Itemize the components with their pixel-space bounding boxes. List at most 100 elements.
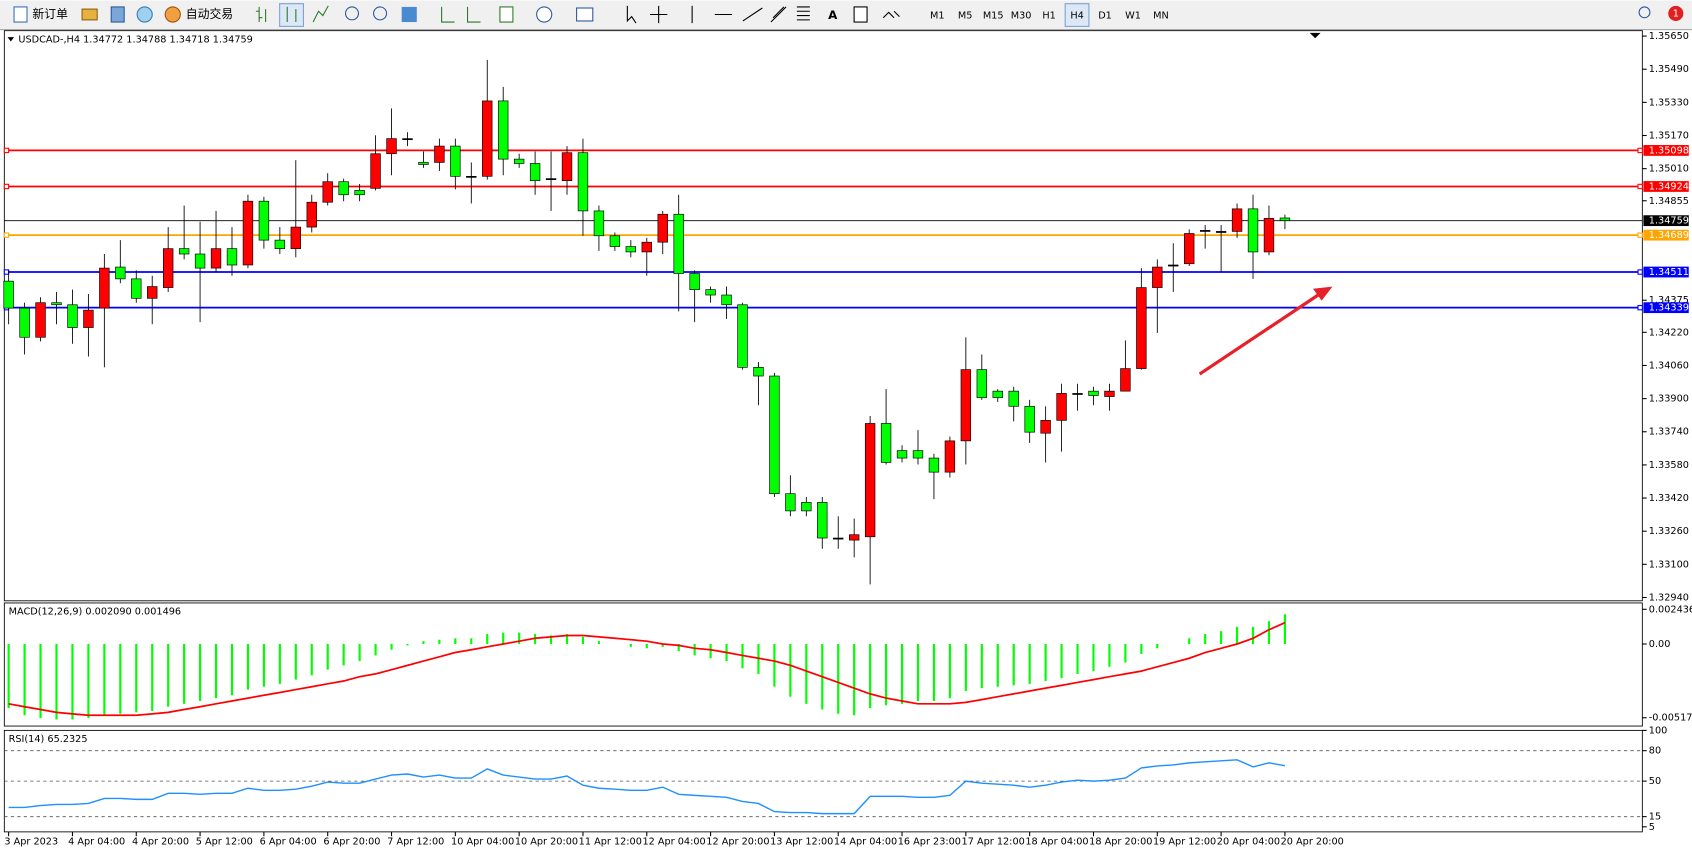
y-tick-label: 80 (1649, 746, 1661, 757)
candle-body (306, 201, 317, 228)
y-tick-label: 0.00 (1649, 639, 1671, 650)
fibonacci-button[interactable] (796, 6, 810, 21)
y-tick-label: 1.33900 (1649, 394, 1689, 405)
timeframe-button[interactable]: M15 (983, 11, 1004, 22)
zoom-out-button[interactable] (373, 6, 388, 21)
candle-body (928, 457, 940, 473)
candle-body (609, 235, 621, 247)
level-label: 1.34511 (1649, 267, 1689, 278)
candle-body (370, 153, 381, 189)
auto-trading-button[interactable]: 自动交易 (186, 7, 233, 21)
crosshair-button[interactable] (650, 5, 668, 24)
x-tick-label: 11 Apr 12:00 (579, 837, 642, 848)
candle-body (1072, 393, 1083, 395)
level-label: 1.34759 (1649, 216, 1689, 227)
candle-body (737, 304, 748, 368)
auto-trading-icon[interactable] (164, 6, 181, 23)
scroll-buttons[interactable] (441, 6, 481, 23)
tile-button[interactable] (401, 6, 417, 23)
shift-marker (1309, 32, 1321, 39)
indicators-button[interactable] (499, 6, 514, 23)
y-tick-label: 1.33740 (1649, 427, 1689, 438)
candle-body (322, 181, 333, 203)
candle-body (769, 375, 780, 495)
candle-body (482, 100, 493, 177)
toolbar-bg (0, 0, 1692, 30)
y-tick-label: 5 (1649, 822, 1655, 833)
candle-body (992, 390, 1003, 398)
candle-body (817, 502, 828, 539)
trend-arrow (1198, 286, 1333, 376)
candle-body (83, 309, 94, 328)
candle-body (274, 239, 286, 249)
y-tick-label: 50 (1649, 776, 1661, 787)
label-tool-button[interactable] (853, 6, 868, 23)
candle-body (1184, 233, 1195, 265)
line-tools[interactable] (691, 5, 763, 24)
candle-body (67, 304, 78, 328)
candle-body (529, 163, 541, 181)
timeframe-button[interactable]: M5 (958, 11, 973, 22)
level-anchor (1637, 269, 1643, 275)
x-tick-label: 16 Apr 23:00 (898, 837, 961, 848)
tool-icon[interactable] (136, 6, 153, 23)
y-tick-label: 1.35330 (1649, 97, 1689, 108)
timeframe-button[interactable]: M30 (1011, 11, 1032, 22)
timeframe-button[interactable]: W1 (1125, 11, 1141, 22)
level-anchor (3, 232, 10, 238)
timeframe-button[interactable]: H1 (1042, 11, 1055, 22)
candle-body (641, 241, 652, 253)
periods-button[interactable] (536, 6, 553, 23)
level-label-bg (1643, 215, 1689, 227)
notification-badge[interactable] (1668, 5, 1684, 21)
cursor-button[interactable] (626, 5, 637, 24)
new-order-button[interactable]: 新订单 (32, 7, 68, 21)
rsi-line (8, 759, 1286, 815)
templates-button[interactable] (576, 7, 594, 22)
candle-body (912, 450, 924, 459)
candle-body (147, 286, 158, 299)
candle-body (226, 248, 238, 266)
y-tick-label: -0.005177 (1649, 713, 1692, 724)
y-tick-label: 1.34855 (1649, 196, 1689, 207)
candle-body (785, 493, 796, 512)
y-tick-label: 1.33420 (1649, 493, 1689, 504)
level-label-bg (1643, 145, 1689, 156)
candle-body (450, 145, 461, 177)
candle-body (162, 248, 174, 288)
notification-count: 1 (1673, 8, 1679, 19)
candle-chart-button[interactable] (279, 3, 304, 27)
text-tool-button[interactable]: A (828, 8, 838, 22)
timeframe-button[interactable]: D1 (1098, 11, 1112, 22)
candle-body (545, 178, 557, 181)
arrows-button[interactable] (882, 10, 900, 19)
candle-body (896, 450, 908, 459)
search-button[interactable] (1638, 6, 1651, 19)
candle-body (1279, 217, 1291, 221)
candle-body (386, 138, 397, 155)
candle-body (338, 181, 349, 196)
x-tick-label: 10 Apr 04:00 (451, 837, 514, 848)
x-tick-label: 19 Apr 12:00 (1153, 837, 1216, 848)
level-anchor (1637, 232, 1643, 238)
active-timeframe (1064, 3, 1090, 27)
candle-body (848, 534, 860, 541)
chart-type-buttons[interactable] (255, 3, 329, 27)
line-chart-button[interactable] (312, 5, 329, 23)
tool-icon[interactable] (81, 8, 98, 21)
timeframe-button[interactable]: H4 (1070, 11, 1083, 22)
candle-body (577, 152, 589, 212)
plot-layer: 1.35650 1.35490 1.35330 1.35170 1.35010 1.348… (3, 31, 1692, 848)
tool-icon[interactable] (110, 6, 125, 23)
candle-body (1120, 368, 1131, 392)
x-tick-label: 7 Apr 12:00 (387, 837, 444, 848)
channel-button[interactable] (770, 6, 787, 23)
timeframe-button[interactable]: M1 (930, 11, 945, 22)
zoom-in-button[interactable] (344, 6, 360, 21)
bar-chart-button[interactable] (255, 6, 267, 23)
level-label-bg (1643, 302, 1689, 314)
level-label-bg (1643, 181, 1689, 192)
timeframe-button[interactable]: MN (1153, 11, 1169, 22)
new-order-icon[interactable] (13, 6, 28, 23)
